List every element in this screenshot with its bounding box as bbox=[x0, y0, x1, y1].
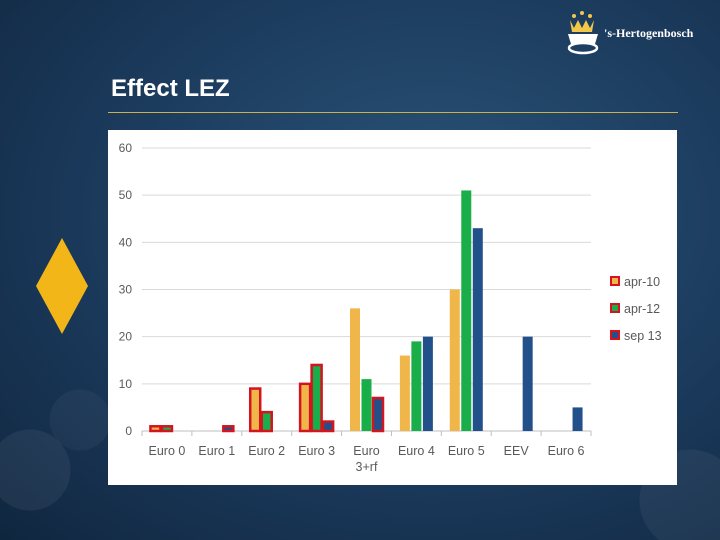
bar-sep-13-EEV bbox=[522, 336, 533, 431]
x-tick-label: Euro 4 bbox=[398, 444, 435, 458]
legend-swatch bbox=[610, 330, 620, 340]
bar-apr-10-Euro-0 bbox=[149, 425, 162, 433]
bar-sep-13-Euro-4 bbox=[422, 336, 433, 431]
bar-sep-13-Euro-3-rf bbox=[371, 396, 385, 433]
legend-label: apr-10 bbox=[624, 275, 660, 289]
legend-label: sep 13 bbox=[624, 329, 662, 343]
bar-apr-12-Euro-0 bbox=[160, 425, 174, 433]
x-tick-label: Euro 5 bbox=[448, 444, 485, 458]
y-tick-label: 60 bbox=[119, 141, 133, 155]
diamond-icon bbox=[36, 238, 88, 334]
x-tick-label: Euro 0 bbox=[149, 444, 186, 458]
legend-label: apr-12 bbox=[624, 302, 660, 316]
bar-chart: 0 10 20 30 40 50 60 Euro 0 Euro 1 Euro 2 Euro 3 Eur… bbox=[119, 141, 662, 474]
x-tick-label: Euro bbox=[353, 444, 379, 458]
y-tick-label: 10 bbox=[119, 377, 133, 391]
bar-sep-13-Euro-1 bbox=[222, 425, 235, 433]
bar-apr-12-Euro-5 bbox=[461, 190, 472, 431]
logo-text: 's-Hertogenbosch bbox=[604, 26, 694, 40]
y-tick-label: 50 bbox=[119, 188, 133, 202]
x-tick-label: Euro 1 bbox=[198, 444, 235, 458]
bar-apr-10-Euro-5 bbox=[449, 289, 460, 431]
crown-icon bbox=[567, 11, 599, 55]
legend-swatch bbox=[610, 276, 620, 286]
x-tick-label: Euro 2 bbox=[248, 444, 285, 458]
slide-title: Effect LEZ bbox=[111, 75, 230, 102]
bar-apr-10-Euro-2 bbox=[248, 387, 262, 433]
x-tick-label: Euro 3 bbox=[298, 444, 335, 458]
bar-apr-12-Euro-3 bbox=[310, 363, 323, 433]
bar-apr-10-Euro-3-rf bbox=[350, 308, 360, 431]
chart-panel: 0 10 20 30 40 50 60 Euro 0 Euro 1 Euro 2 Euro 3 Eur… bbox=[108, 130, 677, 485]
y-tick-label: 20 bbox=[119, 330, 133, 344]
y-tick-label: 0 bbox=[125, 424, 132, 438]
bar-apr-12-Euro-4 bbox=[411, 341, 422, 431]
legend-swatch bbox=[610, 303, 620, 313]
bar-apr-10-Euro-3 bbox=[298, 382, 312, 433]
bar-apr-12-Euro-3-rf bbox=[361, 379, 372, 431]
bar-apr-12-Euro-2 bbox=[260, 410, 273, 433]
y-tick-label: 40 bbox=[119, 235, 133, 249]
y-tick-label: 30 bbox=[119, 283, 133, 297]
bar-sep-13-Euro-5 bbox=[472, 228, 483, 431]
bar-sep-13-Euro-3 bbox=[321, 420, 335, 433]
bar-sep-13-Euro-6 bbox=[572, 407, 583, 431]
x-tick-label: EEV bbox=[504, 444, 530, 458]
bar-apr-10-Euro-4 bbox=[399, 355, 410, 431]
title-divider bbox=[108, 112, 678, 113]
x-tick-label: Euro 6 bbox=[548, 444, 585, 458]
x-tick-label: 3+rf bbox=[356, 460, 378, 474]
